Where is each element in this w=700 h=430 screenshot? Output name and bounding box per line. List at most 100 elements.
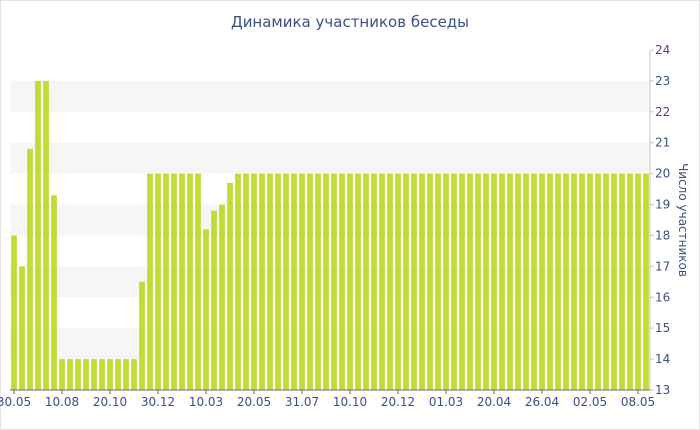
bar	[211, 210, 217, 390]
x-tick-label: 30.12	[141, 395, 175, 409]
bar	[243, 173, 249, 390]
bar	[187, 173, 193, 390]
x-tick-labels: 30.05 10.08 20.10 30.12 10.03 20.05 31.07 10.10…	[0, 390, 655, 409]
bar	[379, 173, 385, 390]
bar	[483, 173, 489, 390]
bar	[331, 173, 337, 390]
bar	[627, 173, 633, 390]
grid-bands	[10, 80, 650, 360]
x-tick-label: 01.03	[429, 395, 463, 409]
y-tick-label: 16	[655, 290, 670, 304]
bar	[491, 173, 497, 390]
grid-band	[10, 266, 650, 298]
bar	[147, 173, 153, 390]
bar	[635, 173, 641, 390]
bar	[179, 173, 185, 390]
bar	[347, 173, 353, 390]
bar	[603, 173, 609, 390]
bar	[219, 204, 225, 390]
grid-band	[10, 142, 650, 174]
bar	[427, 173, 433, 390]
y-tick-label: 13	[655, 383, 670, 397]
x-tick-label: 20.12	[381, 395, 415, 409]
bar	[371, 173, 377, 390]
x-tick-label: 20.04	[477, 395, 511, 409]
bar	[43, 80, 49, 390]
x-tick-label: 20.10	[93, 395, 127, 409]
bar	[475, 173, 481, 390]
bar	[35, 80, 41, 390]
bar	[451, 173, 457, 390]
bar	[395, 173, 401, 390]
bar	[11, 235, 17, 390]
bar	[251, 173, 257, 390]
bar	[315, 173, 321, 390]
y-tick-label: 15	[655, 321, 670, 335]
bar	[19, 266, 25, 390]
bar	[83, 359, 89, 390]
bar	[203, 229, 209, 390]
grid-band	[10, 204, 650, 236]
bar	[363, 173, 369, 390]
bar	[611, 173, 617, 390]
bar	[387, 173, 393, 390]
bar	[307, 173, 313, 390]
x-tick-label: 10.03	[189, 395, 223, 409]
bar	[115, 359, 121, 390]
bar	[571, 173, 577, 390]
bar	[443, 173, 449, 390]
bar	[523, 173, 529, 390]
bar	[267, 173, 273, 390]
bar	[131, 359, 137, 390]
grid-band	[10, 80, 650, 112]
y-tick-label: 17	[655, 259, 670, 273]
bar	[539, 173, 545, 390]
bar	[547, 173, 553, 390]
grid-band	[10, 328, 650, 360]
bar	[435, 173, 441, 390]
bar	[155, 173, 161, 390]
bar	[339, 173, 345, 390]
x-tick-label: 20.05	[237, 395, 271, 409]
x-tick-label: 10.08	[45, 395, 79, 409]
y-tick-label: 23	[655, 74, 670, 88]
x-tick-label: 02.05	[573, 395, 607, 409]
bar	[139, 281, 145, 390]
bar	[291, 173, 297, 390]
bar	[195, 173, 201, 390]
bar	[459, 173, 465, 390]
bar	[507, 173, 513, 390]
x-tick-label: 08.05	[621, 395, 655, 409]
bar	[75, 359, 81, 390]
bar	[259, 173, 265, 390]
bar	[283, 173, 289, 390]
y-tick-label: 19	[655, 198, 670, 212]
bar	[171, 173, 177, 390]
x-tick-label: 10.10	[333, 395, 367, 409]
bar	[275, 173, 281, 390]
x-tick-label: 26.04	[525, 395, 559, 409]
bar	[595, 173, 601, 390]
bar	[579, 173, 585, 390]
bar	[411, 173, 417, 390]
bar	[419, 173, 425, 390]
bar	[299, 173, 305, 390]
bar	[51, 195, 57, 390]
bar	[499, 173, 505, 390]
x-tick-label: 31.07	[285, 395, 319, 409]
bar	[555, 173, 561, 390]
bar	[59, 359, 65, 390]
bar	[27, 148, 33, 390]
bar	[515, 173, 521, 390]
bar	[531, 173, 537, 390]
bar	[467, 173, 473, 390]
bar	[99, 359, 105, 390]
axes	[10, 50, 651, 391]
bar	[227, 182, 233, 390]
y-tick-label: 20	[655, 167, 670, 181]
x-tick-label: 30.05	[0, 395, 31, 409]
bar	[123, 359, 129, 390]
y-axis-label: Число участников	[676, 163, 690, 277]
bar	[355, 173, 361, 390]
